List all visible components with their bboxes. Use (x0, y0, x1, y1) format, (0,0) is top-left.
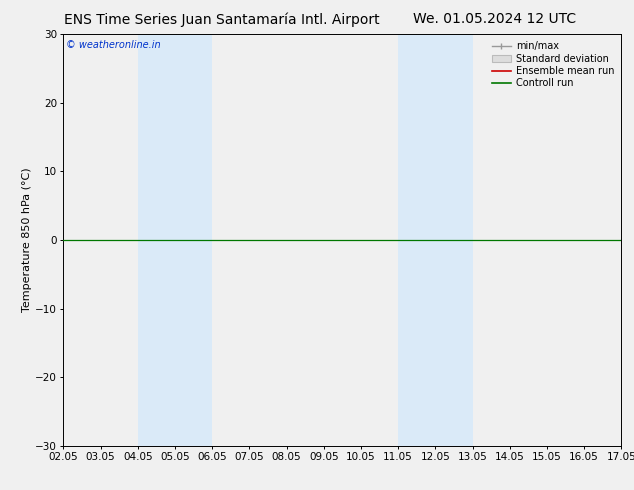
Text: ENS Time Series Juan Santamaría Intl. Airport: ENS Time Series Juan Santamaría Intl. Ai… (64, 12, 380, 27)
Y-axis label: Temperature 850 hPa (°C): Temperature 850 hPa (°C) (22, 168, 32, 313)
Bar (398, 34, 472, 446)
Text: We. 01.05.2024 12 UTC: We. 01.05.2024 12 UTC (413, 12, 576, 26)
Bar (138, 34, 212, 446)
Legend: min/max, Standard deviation, Ensemble mean run, Controll run: min/max, Standard deviation, Ensemble me… (489, 39, 616, 90)
Text: © weatheronline.in: © weatheronline.in (66, 41, 161, 50)
